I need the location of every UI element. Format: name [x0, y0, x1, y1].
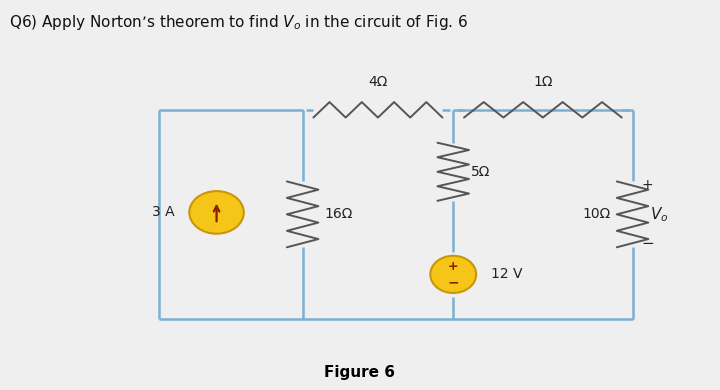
Ellipse shape [431, 256, 476, 293]
Text: 3 A: 3 A [153, 206, 175, 220]
Text: 4Ω: 4Ω [368, 74, 387, 89]
Text: −: − [447, 275, 459, 289]
Text: 5Ω: 5Ω [471, 165, 490, 179]
Text: $V_o$: $V_o$ [650, 205, 669, 224]
Text: 16Ω: 16Ω [324, 207, 353, 222]
Text: Figure 6: Figure 6 [325, 365, 395, 380]
Text: Q6) Apply Norton’s theorem to find $V_o$ in the circuit of Fig. 6: Q6) Apply Norton’s theorem to find $V_o$… [9, 13, 468, 32]
Text: 1Ω: 1Ω [533, 74, 553, 89]
Text: +: + [448, 260, 459, 273]
Text: +: + [641, 178, 653, 192]
Ellipse shape [189, 191, 244, 234]
Text: −: − [641, 236, 654, 251]
Text: 12 V: 12 V [490, 268, 522, 281]
Text: 10Ω: 10Ω [582, 207, 611, 222]
